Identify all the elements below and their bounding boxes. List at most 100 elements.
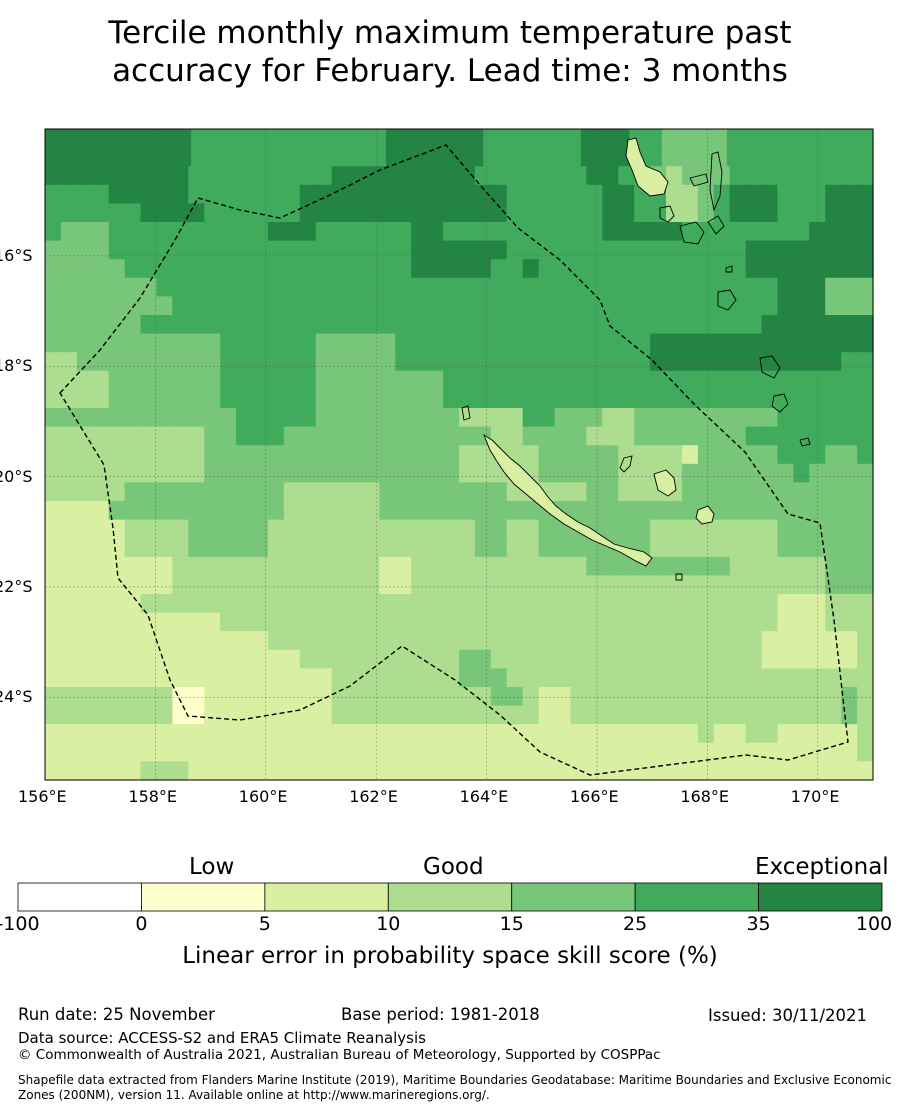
skill-cell <box>825 612 842 632</box>
skill-grid <box>45 129 874 781</box>
skill-cell <box>299 370 317 390</box>
skill-cell <box>761 463 779 483</box>
skill-cell <box>809 203 826 223</box>
skill-cell <box>729 724 747 744</box>
skill-cell <box>108 742 126 762</box>
skill-cell <box>745 389 763 409</box>
skill-cell <box>220 259 237 279</box>
skill-cell <box>204 742 221 762</box>
skill-cell <box>60 705 78 725</box>
skill-cell <box>188 649 205 669</box>
skill-cell <box>666 705 683 725</box>
skill-cell <box>363 649 380 669</box>
skill-cell <box>331 761 349 781</box>
skill-cell <box>315 426 333 446</box>
skill-cell <box>379 705 396 725</box>
skill-cell <box>474 222 492 242</box>
skill-cell <box>363 203 380 223</box>
skill-cell <box>283 519 301 539</box>
skill-cell <box>825 240 842 260</box>
skill-cell <box>331 333 349 353</box>
skill-cell <box>841 315 858 335</box>
skill-cell <box>650 724 667 744</box>
shapefile-credit: Shapefile data extracted from Flanders M… <box>18 1073 892 1102</box>
mare-island <box>695 505 715 525</box>
skill-cell <box>554 649 572 669</box>
skill-cell <box>506 315 524 335</box>
skill-cell <box>459 333 476 353</box>
skill-cell <box>315 408 333 428</box>
colorbar-tick-label: 0 <box>135 913 148 935</box>
skill-cell <box>554 296 572 316</box>
skill-cell <box>522 445 540 465</box>
skill-cell <box>395 166 412 186</box>
skill-cell <box>506 389 524 409</box>
skill-cell <box>347 389 365 409</box>
skill-cell <box>650 333 667 353</box>
skill-cell <box>331 203 349 223</box>
skill-cell <box>634 668 651 688</box>
skill-cell <box>474 203 492 223</box>
skill-cell <box>443 315 460 335</box>
skill-cell <box>634 259 651 279</box>
skill-cell <box>857 277 874 297</box>
skill-cell <box>347 203 365 223</box>
skill-cell <box>76 575 94 595</box>
skill-cell <box>522 538 540 558</box>
skill-cell <box>666 612 683 632</box>
skill-cell <box>427 631 444 651</box>
skill-cell <box>809 742 826 762</box>
skill-cell <box>554 575 572 595</box>
skill-cell <box>92 296 110 316</box>
skill-cell <box>745 203 763 223</box>
skill-cell <box>745 742 763 762</box>
skill-cell <box>331 408 349 428</box>
skill-cell <box>124 594 142 614</box>
skill-cell <box>236 631 253 651</box>
skill-cell <box>634 463 651 483</box>
skill-cell <box>613 129 631 149</box>
skill-cell <box>681 296 699 316</box>
skill-cell <box>809 631 826 651</box>
skill-cell <box>857 705 874 725</box>
skill-cell <box>267 370 285 390</box>
skill-cell <box>220 724 237 744</box>
skill-cell <box>108 482 126 502</box>
skill-cell <box>443 296 460 316</box>
skill-cell <box>522 612 540 632</box>
skill-cell <box>745 482 763 502</box>
skill-cell <box>650 445 667 465</box>
skill-cell <box>474 370 492 390</box>
skill-cell <box>618 556 635 576</box>
skill-cell <box>395 333 412 353</box>
skill-cell <box>841 575 858 595</box>
skill-cell <box>554 612 572 632</box>
skill-cell <box>666 296 683 316</box>
skill-cell <box>554 687 572 707</box>
skill-cell <box>60 166 78 186</box>
skill-cell <box>124 315 142 335</box>
skill-cell <box>745 501 763 521</box>
skill-cell <box>427 724 444 744</box>
skill-cell <box>809 463 826 483</box>
skill-cell <box>252 519 269 539</box>
skill-cell <box>697 631 715 651</box>
skill-cell <box>411 556 428 576</box>
skill-cell <box>681 370 699 390</box>
skill-cell <box>713 296 731 316</box>
skill-cell <box>809 352 826 372</box>
skill-cell <box>76 519 94 539</box>
skill-cell <box>395 240 412 260</box>
skill-cell <box>92 501 110 521</box>
skill-cell <box>188 166 205 186</box>
skill-cell <box>443 649 460 669</box>
skill-cell <box>666 649 683 669</box>
skill-cell <box>825 426 842 446</box>
skill-cell <box>729 594 747 614</box>
skill-cell <box>204 519 221 539</box>
skill-cell <box>363 724 380 744</box>
skill-cell <box>634 482 651 502</box>
skill-cell <box>267 742 285 762</box>
skill-cell <box>156 463 173 483</box>
skill-cell <box>172 742 189 762</box>
